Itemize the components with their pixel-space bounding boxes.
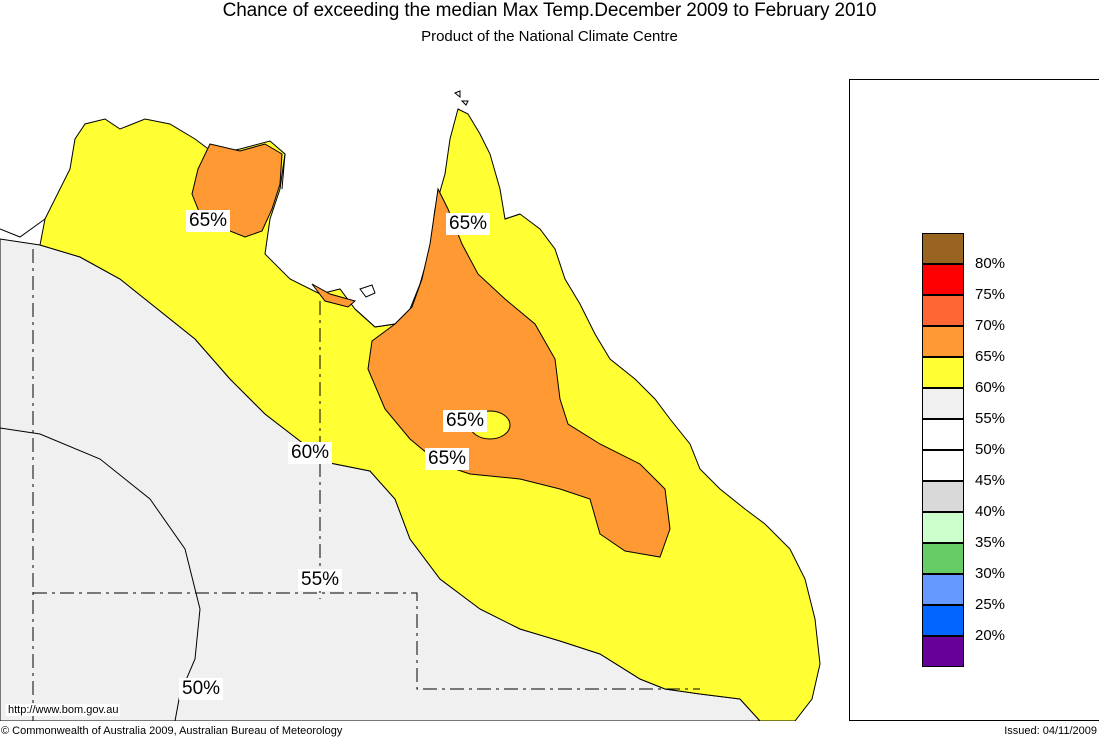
legend-swatch xyxy=(922,295,964,326)
legend-row: 75% xyxy=(922,264,1042,303)
legend-row: 25% xyxy=(922,574,1042,613)
legend-row: 65% xyxy=(922,326,1042,365)
legend-swatch xyxy=(922,543,964,574)
map-title: Chance of exceeding the median Max Temp.… xyxy=(222,0,877,21)
legend-swatch xyxy=(922,357,964,388)
copyright-notice: © Commonwealth of Australia 2009, Austra… xyxy=(1,725,343,737)
legend-swatch xyxy=(922,512,964,543)
legend-swatch xyxy=(922,574,964,605)
legend-label: 55% xyxy=(975,410,1006,427)
legend-swatch xyxy=(922,605,964,636)
legend-row: 30% xyxy=(922,543,1042,582)
map-subtitle: Product of the National Climate Centre xyxy=(421,28,678,45)
legend-label: 60% xyxy=(975,379,1006,396)
legend-row: 50% xyxy=(922,419,1042,458)
legend-label: 30% xyxy=(975,565,1006,582)
legend-label: 65% xyxy=(975,348,1006,365)
legend-label: 70% xyxy=(975,317,1006,334)
probability-map xyxy=(0,79,849,721)
contour-label: 65% xyxy=(443,410,488,432)
legend-label: 40% xyxy=(975,503,1006,520)
legend-row xyxy=(922,636,1042,667)
contour-label: 65% xyxy=(446,213,491,235)
legend-label: 80% xyxy=(975,255,1006,272)
legend-label: 75% xyxy=(975,286,1006,303)
legend-label: 45% xyxy=(975,472,1006,489)
legend-swatch xyxy=(922,450,964,481)
legend-row: 40% xyxy=(922,481,1042,520)
legend-swatch xyxy=(922,636,964,667)
map-panel: 65% 65% 65% 65% 60% 55% 50% http://www.b… xyxy=(0,79,850,721)
legend-row: 60% xyxy=(922,357,1042,396)
legend-swatch xyxy=(922,233,964,264)
legend-label: 50% xyxy=(975,441,1006,458)
color-legend: 80% 75% 70% 65% 60% 55% 50% 45% 40% 35% 30% 25% 20% xyxy=(922,233,1042,667)
legend-swatch xyxy=(922,419,964,450)
legend-swatch xyxy=(922,326,964,357)
contour-label: 60% xyxy=(288,442,333,464)
contour-label: 65% xyxy=(425,448,470,470)
legend-row: 45% xyxy=(922,450,1042,489)
source-url[interactable]: http://www.bom.gov.au xyxy=(6,704,121,716)
contour-label: 65% xyxy=(186,210,231,232)
legend-label: 20% xyxy=(975,627,1006,644)
legend-row: 55% xyxy=(922,388,1042,427)
islands xyxy=(359,90,469,298)
legend-row: 80% xyxy=(922,233,1042,272)
legend-label: 25% xyxy=(975,596,1006,613)
legend-label: 35% xyxy=(975,534,1006,551)
region-65-percent-gulf xyxy=(311,283,357,308)
legend-swatch xyxy=(922,481,964,512)
legend-row: 35% xyxy=(922,512,1042,551)
legend-swatch xyxy=(922,388,964,419)
legend-row: 70% xyxy=(922,295,1042,334)
contour-label: 50% xyxy=(179,678,224,700)
contour-label: 55% xyxy=(298,569,343,591)
legend-row: 20% xyxy=(922,605,1042,644)
coastline xyxy=(0,153,521,328)
issued-date: Issued: 04/11/2009 xyxy=(1004,725,1097,737)
legend-swatch xyxy=(922,264,964,295)
